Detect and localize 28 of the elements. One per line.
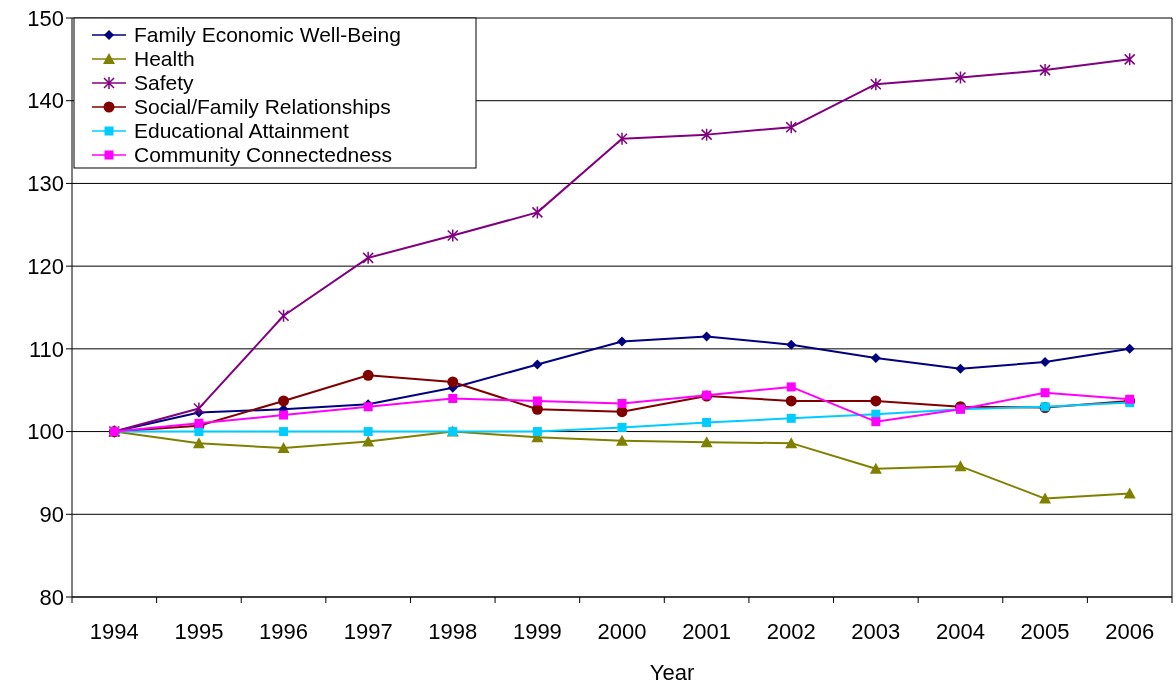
legend-label: Health (134, 47, 195, 71)
legend-label: Educational Attainment (134, 119, 349, 143)
x-tick-label: 2005 (1020, 619, 1070, 644)
x-tick-label: 1998 (428, 619, 478, 644)
x-axis-title: Year (649, 660, 695, 683)
x-tick-label: 2001 (682, 619, 732, 644)
x-tick-label: 2003 (851, 619, 901, 644)
y-tick-label: 110 (28, 336, 64, 362)
y-tick-label: 90 (39, 501, 64, 527)
legend-label: Community Connectedness (134, 143, 392, 167)
y-tick-label: 150 (27, 5, 64, 31)
x-tick-label: 2006 (1105, 619, 1155, 644)
y-tick-label: 80 (39, 584, 64, 610)
y-tick-label: 140 (27, 88, 64, 114)
x-tick-label: 2000 (597, 619, 647, 644)
y-tick-label: 130 (27, 171, 64, 197)
x-tick-label: 1997 (343, 619, 393, 644)
legend-label: Family Economic Well-Being (134, 23, 401, 47)
legend-label: Safety (134, 71, 195, 95)
x-tick-label: 1995 (174, 619, 224, 644)
x-tick-label: 1994 (89, 619, 139, 644)
legend-label: Social/Family Relationships (134, 95, 391, 119)
x-tick-label: 1999 (512, 619, 562, 644)
y-tick-label: 100 (27, 419, 64, 445)
y-tick-label: 120 (27, 253, 64, 279)
x-tick-label: 2004 (935, 619, 985, 644)
x-tick-label: 1996 (259, 619, 309, 644)
x-tick-label: 2002 (766, 619, 816, 644)
